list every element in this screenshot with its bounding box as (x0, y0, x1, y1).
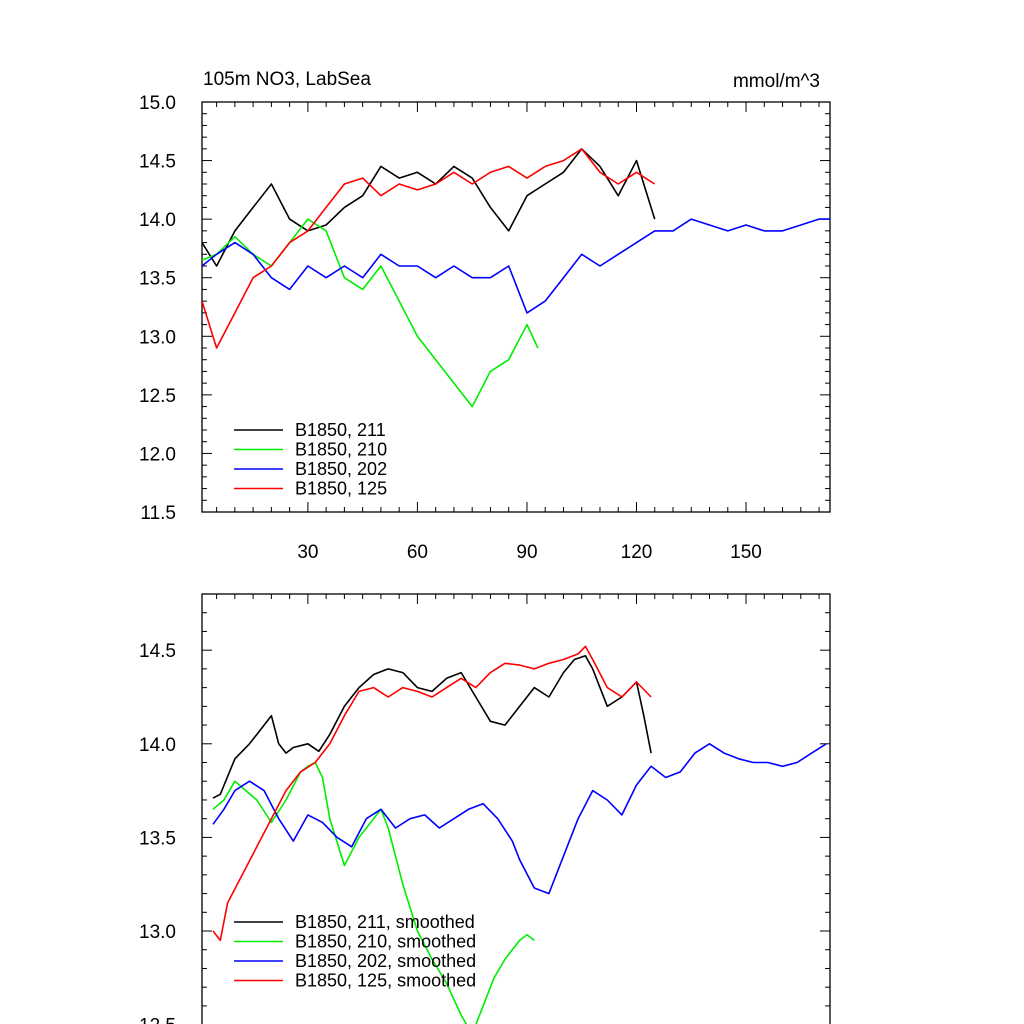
y-tick-label: 13.0 (139, 922, 176, 943)
x-tick-label: 150 (730, 542, 762, 563)
series-line-3 (212, 742, 827, 895)
y-tick-label: 13.5 (139, 828, 176, 849)
bottom-axes: 12.5 13.0 13.5 14.0 14.5 (139, 593, 830, 1024)
legend-label: B1850, 210, smoothed (295, 932, 476, 952)
series-line-4 (212, 645, 652, 942)
y-tick-label: 11.5 (140, 503, 176, 524)
y-tick-label: 15.0 (139, 93, 176, 114)
series-line-2 (212, 761, 535, 1024)
units-label: mmol/m^3 (733, 71, 820, 92)
series-line-3 (202, 218, 830, 314)
y-tick-label: 13.5 (139, 269, 176, 290)
chart-title: 105m NO3, LabSea (203, 69, 371, 90)
y-tick-label: 12.5 (139, 386, 176, 407)
y-tick-label: 14.5 (139, 152, 176, 173)
x-tick-label: 120 (621, 542, 653, 563)
y-tick-label: 13.0 (139, 327, 176, 348)
series-line-4 (202, 148, 656, 349)
top-axes: 30 60 90 120 150 11.5 12.0 12.5 13.0 13.5 14.0 14.5… (139, 93, 830, 563)
bottom-series-layer (212, 645, 827, 1024)
x-tick-label: 90 (516, 542, 537, 563)
bottom-panel: 12.5 13.0 13.5 14.0 14.5 B1850, 211, smoothe… (139, 593, 831, 1024)
y-tick-label: 12.5 (139, 1016, 176, 1024)
legend-label: B1850, 125, smoothed (295, 971, 476, 991)
legend-label: B1850, 211, smoothed (295, 912, 475, 932)
top-series-layer (202, 148, 830, 408)
bottom-plot-frame (201, 593, 831, 1024)
legend-label: B1850, 202 (295, 459, 387, 479)
y-tick-label: 14.5 (139, 641, 176, 662)
series-line-1 (202, 148, 656, 267)
legend-label: B1850, 211 (295, 420, 386, 440)
y-tick-label: 14.0 (139, 210, 176, 231)
legend-label: B1850, 202, smoothed (295, 951, 476, 971)
legend-label: B1850, 125 (295, 479, 387, 499)
top-panel: 105m NO3, LabSea mmol/m^3 30 60 90 120 150 11… (139, 69, 831, 563)
series-line-2 (202, 218, 539, 408)
y-tick-label: 14.0 (139, 735, 176, 756)
top-plot-frame (201, 101, 831, 513)
legend-label: B1850, 210 (295, 440, 387, 460)
x-tick-label: 30 (297, 542, 318, 563)
series-line-1 (212, 654, 652, 799)
y-tick-label: 12.0 (139, 444, 176, 465)
x-tick-label: 60 (407, 542, 428, 563)
